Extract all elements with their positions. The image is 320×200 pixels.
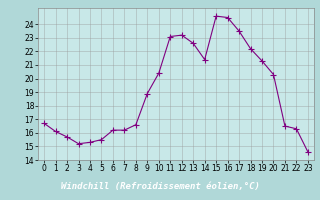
- Text: Windchill (Refroidissement éolien,°C): Windchill (Refroidissement éolien,°C): [60, 182, 260, 192]
